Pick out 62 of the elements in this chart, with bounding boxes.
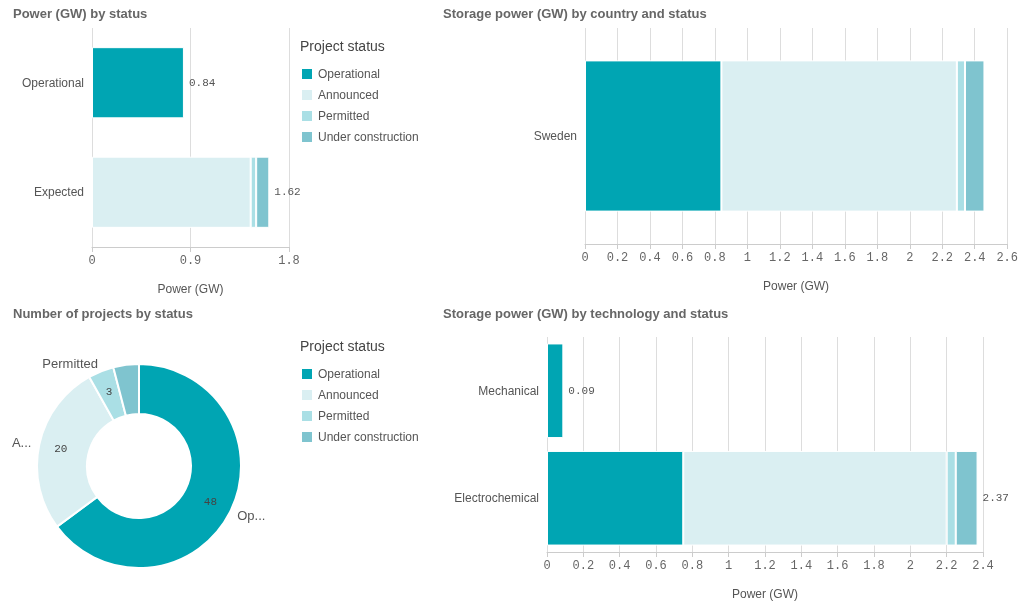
x-tick-label: 0.2 xyxy=(606,251,629,265)
x-tick-label: 1.8 xyxy=(863,559,885,573)
x-tick-label: 2 xyxy=(906,559,914,573)
x-tick-label: 0 xyxy=(581,251,589,265)
legend-label: Operational xyxy=(318,367,381,381)
x-tick-label: 1.8 xyxy=(278,254,300,268)
y-tick-label: Mechanical xyxy=(478,383,539,398)
total-label: 2.37 xyxy=(982,492,1009,505)
x-tick-label: 1.6 xyxy=(834,251,856,265)
x-tick-label: 1 xyxy=(725,559,733,573)
x-tick-label: 2.6 xyxy=(996,251,1018,265)
data-label: 48 xyxy=(203,496,218,509)
bar xyxy=(547,343,564,439)
legend-label: Announced xyxy=(318,388,379,402)
x-tick-label: 0 xyxy=(543,559,551,573)
text: A... xyxy=(11,435,32,451)
x-tick-label: 1.2 xyxy=(769,251,791,265)
chart-title: Number of projects by status xyxy=(13,306,193,321)
x-tick-label: 0.8 xyxy=(681,559,704,573)
slice-label: Permitted xyxy=(42,356,98,372)
x-tick-label: 0.6 xyxy=(645,559,667,573)
x-axis-title: Power (GW) xyxy=(157,282,224,296)
x-tick-label: 0 xyxy=(88,254,96,268)
x-tick-label: 2.2 xyxy=(935,559,958,573)
chart-title: Power (GW) by status xyxy=(13,6,148,21)
total-label: 1.62 xyxy=(274,186,301,199)
x-tick-label: 1 xyxy=(743,251,751,265)
x-tick-label: 1.6 xyxy=(826,559,849,573)
legend-label: Permitted xyxy=(318,109,370,123)
legend-label: Permitted xyxy=(318,409,370,423)
x-tick-label: 0.6 xyxy=(671,251,694,265)
x-tick-label: 0.8 xyxy=(704,251,726,265)
legend-label: Operational xyxy=(318,67,381,81)
x-tick-label: 0.4 xyxy=(639,251,661,265)
text: Op... xyxy=(237,508,266,524)
x-tick-label: 0.2 xyxy=(572,559,595,573)
x-tick-label: 1.8 xyxy=(866,251,889,265)
x-tick-label: 2.4 xyxy=(972,559,994,573)
y-tick-label: Electrochemical xyxy=(454,491,539,506)
data-label: 20 xyxy=(54,443,68,456)
legend-title: Project status xyxy=(300,38,385,54)
x-tick-label: 0.9 xyxy=(179,254,202,268)
total-label: 0.84 xyxy=(188,76,216,89)
chart-title: Storage power (GW) by technology and status xyxy=(443,306,729,321)
x-axis-title: Power (GW) xyxy=(763,279,830,293)
legend-title: Project status xyxy=(300,338,385,354)
x-axis-title: Power (GW) xyxy=(732,587,798,601)
x-tick-label: 2 xyxy=(906,251,914,265)
legend-label: Under construction xyxy=(318,430,419,444)
data-label: 3 xyxy=(105,385,113,398)
legend-label: Announced xyxy=(318,88,379,102)
x-tick-label: 1.4 xyxy=(790,559,813,573)
x-tick-label: 1.2 xyxy=(754,559,776,573)
x-tick-label: 2.2 xyxy=(931,251,954,265)
x-tick-label: 1.4 xyxy=(801,251,824,265)
x-tick-label: 2.4 xyxy=(963,251,986,265)
y-tick-label: Expected xyxy=(33,185,84,200)
chart-title: Storage power (GW) by country and status xyxy=(443,6,707,21)
y-tick-label: Sweden xyxy=(533,129,577,143)
x-tick-label: 0.4 xyxy=(608,559,631,573)
legend-label: Under construction xyxy=(318,130,419,144)
total-label: 0.09 xyxy=(568,384,595,397)
